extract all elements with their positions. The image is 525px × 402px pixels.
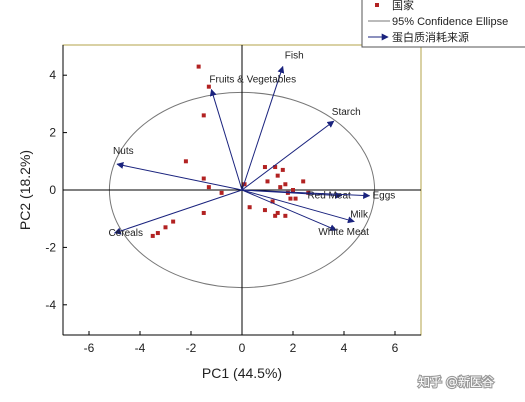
country-point bbox=[278, 185, 283, 190]
y-tick-label: 0 bbox=[49, 183, 56, 197]
legend-marker-country bbox=[375, 3, 379, 7]
loading-label-cereals: Cereals bbox=[109, 228, 143, 239]
loading-label-starch: Starch bbox=[332, 107, 361, 118]
x-tick-label: 0 bbox=[239, 341, 246, 355]
country-point bbox=[270, 199, 275, 204]
x-tick-label: -4 bbox=[135, 341, 146, 355]
loading-label-white-meat: White Meat bbox=[318, 227, 369, 238]
country-point bbox=[163, 225, 168, 230]
y-axis-title: PC2 (18.2%) bbox=[17, 150, 33, 230]
axis-ticks: -6 -4 -2 0 2 4 6 -4 -2 0 2 4 bbox=[45, 68, 398, 355]
country-points bbox=[150, 64, 311, 238]
country-point bbox=[265, 179, 270, 184]
loading-label-fish: Fish bbox=[285, 51, 304, 62]
loading-arrow-milk bbox=[241, 189, 355, 224]
legend-label-protein-source: 蛋白质消耗来源 bbox=[392, 30, 469, 44]
country-point bbox=[291, 188, 295, 192]
x-axis-title: PC1 (44.5%) bbox=[202, 365, 282, 381]
country-point bbox=[288, 196, 293, 201]
x-tick-label: 2 bbox=[290, 341, 297, 355]
country-point bbox=[196, 64, 201, 69]
legend: 国家 95% Confidence Ellipse 蛋白质消耗来源 bbox=[361, 0, 525, 48]
country-point bbox=[206, 84, 211, 89]
loading-arrow-eggs bbox=[241, 189, 371, 199]
country-point bbox=[273, 213, 278, 218]
watermark-text: 知乎 @新医谷 bbox=[418, 374, 494, 389]
country-point bbox=[275, 173, 280, 178]
loading-arrow-fish bbox=[241, 65, 285, 191]
country-point bbox=[262, 208, 267, 213]
country-point bbox=[293, 196, 298, 201]
legend-box bbox=[361, 0, 525, 48]
x-tick-label: 4 bbox=[341, 341, 348, 355]
country-point bbox=[275, 210, 280, 215]
x-tick-label: 6 bbox=[392, 341, 399, 355]
country-point bbox=[247, 205, 252, 210]
loading-label-eggs: Eggs bbox=[373, 191, 396, 202]
country-point bbox=[206, 185, 211, 190]
country-point bbox=[155, 231, 160, 236]
country-point bbox=[171, 219, 176, 224]
loading-label-nuts: Nuts bbox=[113, 146, 134, 157]
y-tick-label: -2 bbox=[45, 240, 56, 254]
country-point bbox=[301, 179, 306, 184]
legend-label-ellipse: 95% Confidence Ellipse bbox=[392, 16, 508, 28]
y-tick-label: 4 bbox=[49, 68, 56, 82]
country-point bbox=[201, 176, 206, 181]
country-point bbox=[283, 182, 288, 187]
country-point bbox=[219, 190, 224, 195]
loading-label-fruits-vegetables: Fruits & Vegetables bbox=[209, 75, 296, 86]
country-point bbox=[242, 182, 247, 187]
country-point bbox=[262, 165, 267, 170]
loading-label-milk: Milk bbox=[350, 210, 369, 221]
country-point bbox=[201, 210, 206, 215]
loading-vectors: Fish Fruits & Vegetables Starch Nuts Red Mea… bbox=[109, 51, 396, 239]
watermark: 知乎 @新医谷 bbox=[417, 373, 495, 390]
country-point bbox=[273, 165, 278, 170]
country-point bbox=[283, 213, 288, 218]
y-tick-label: 2 bbox=[49, 126, 56, 140]
country-point bbox=[280, 167, 285, 172]
country-point bbox=[183, 159, 188, 164]
loading-label-red-meat: Red Meat bbox=[307, 191, 351, 202]
loading-arrow-white-meat bbox=[241, 189, 337, 231]
country-point bbox=[201, 113, 206, 118]
country-point bbox=[150, 233, 155, 238]
y-tick-label: -4 bbox=[45, 298, 56, 312]
legend-label-country: 国家 bbox=[392, 0, 414, 12]
loading-arrow-cereals bbox=[113, 189, 243, 235]
x-tick-label: -2 bbox=[186, 341, 197, 355]
loading-arrow-fruits-vegetables bbox=[209, 88, 243, 191]
loading-arrow-nuts bbox=[116, 162, 243, 191]
x-tick-label: -6 bbox=[84, 341, 95, 355]
loading-arrow-starch bbox=[241, 120, 335, 191]
